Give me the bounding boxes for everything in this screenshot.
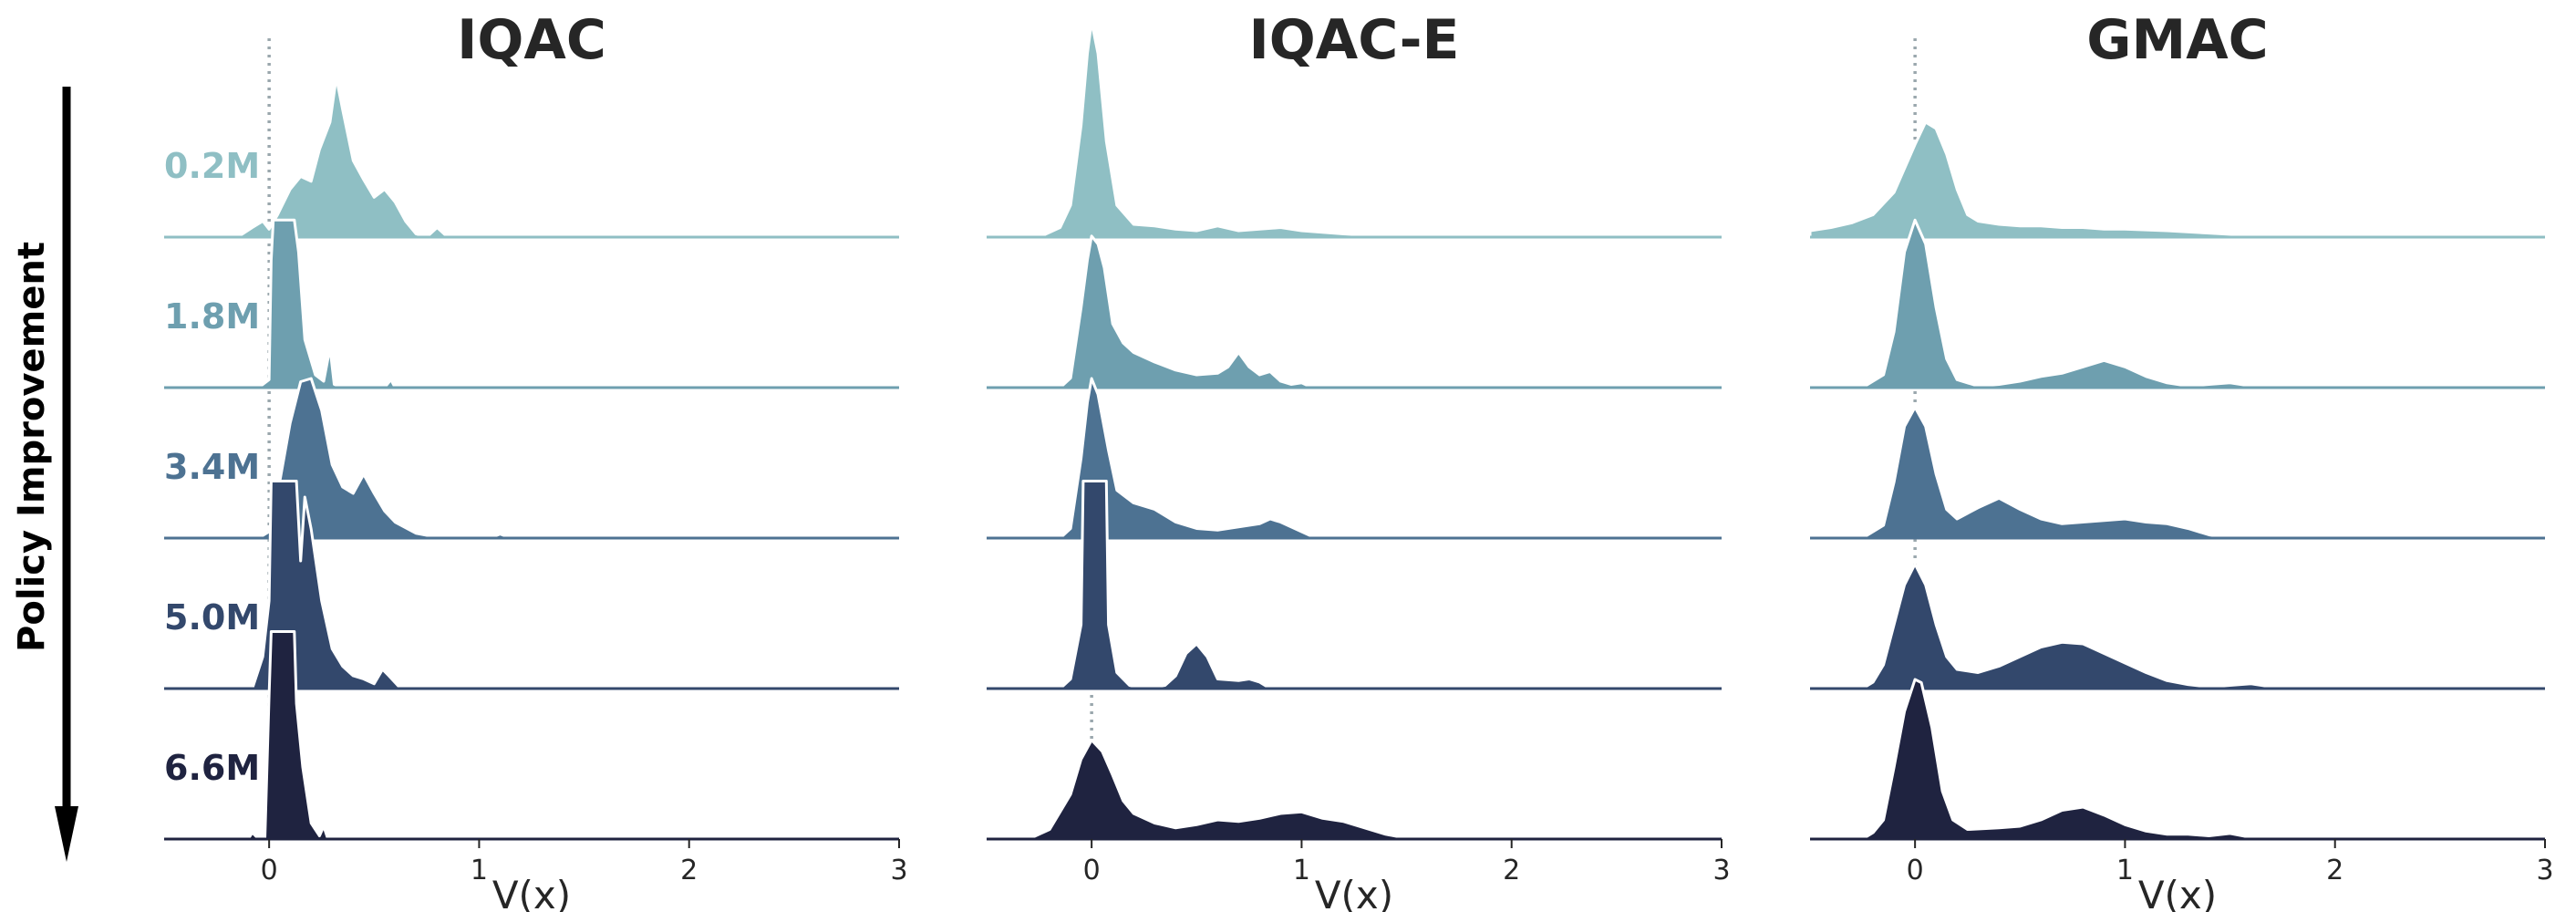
ridge-6.6M <box>1808 678 2547 841</box>
x-tick-label: 0 <box>1907 855 1924 886</box>
x-tick-label: 1 <box>1293 855 1310 886</box>
panel-title: IQAC-E <box>1248 8 1459 72</box>
ridge-3.4M <box>1808 406 2547 540</box>
ridge-1.8M <box>162 218 901 389</box>
x-tick-label: 2 <box>1503 855 1520 886</box>
panel-iqac: IQAC 0 1 2 3 V(x) <box>162 8 908 912</box>
ridge-5.0M <box>1808 563 2547 690</box>
panel-title: GMAC <box>2086 8 2268 72</box>
x-tick-label: 2 <box>680 855 698 886</box>
row-label-0.2M: 0.2M <box>164 146 260 186</box>
ridge-3.4M <box>985 377 1723 540</box>
x-tick-label: 3 <box>2536 855 2553 886</box>
panel-iqac-e: IQAC-E 0 1 2 3 V(x) <box>985 8 1731 912</box>
x-tick-label: 3 <box>1712 855 1730 886</box>
row-label-1.8M: 1.8M <box>164 296 260 337</box>
x-axis-label: V(x) <box>2138 873 2217 912</box>
ridge-0.2M <box>1808 120 2547 239</box>
x-tick-label: 2 <box>2326 855 2343 886</box>
policy-improvement-annotation: Policy Improvement <box>11 87 78 862</box>
ridge-1.8M <box>985 234 1723 389</box>
ridge-0.2M <box>985 20 1723 239</box>
x-tick-label: 0 <box>261 855 278 886</box>
ridge-3.4M <box>162 377 901 540</box>
x-axis-label: V(x) <box>492 873 571 912</box>
panel-gmac: GMAC 0 1 2 3 V(x) <box>1808 8 2554 912</box>
ridge-1.8M <box>1808 218 2547 389</box>
ridge-0.2M <box>162 76 901 239</box>
policy-improvement-arrowhead <box>55 806 78 862</box>
x-axis-label: V(x) <box>1315 873 1393 912</box>
x-tick-label: 1 <box>471 855 488 886</box>
policy-improvement-label: Policy Improvement <box>11 242 53 652</box>
row-label-6.6M: 6.6M <box>164 748 260 788</box>
ridge-5.0M <box>162 480 901 690</box>
panel-title: IQAC <box>457 8 606 72</box>
ridge-6.6M <box>162 630 901 841</box>
x-tick-label: 3 <box>890 855 907 886</box>
row-label-3.4M: 3.4M <box>164 447 260 487</box>
x-tick-label: 0 <box>1083 855 1101 886</box>
ridge-5.0M <box>985 480 1723 690</box>
x-tick-label: 1 <box>2116 855 2134 886</box>
row-label-5.0M: 5.0M <box>164 597 260 637</box>
ridge-6.6M <box>985 739 1723 841</box>
